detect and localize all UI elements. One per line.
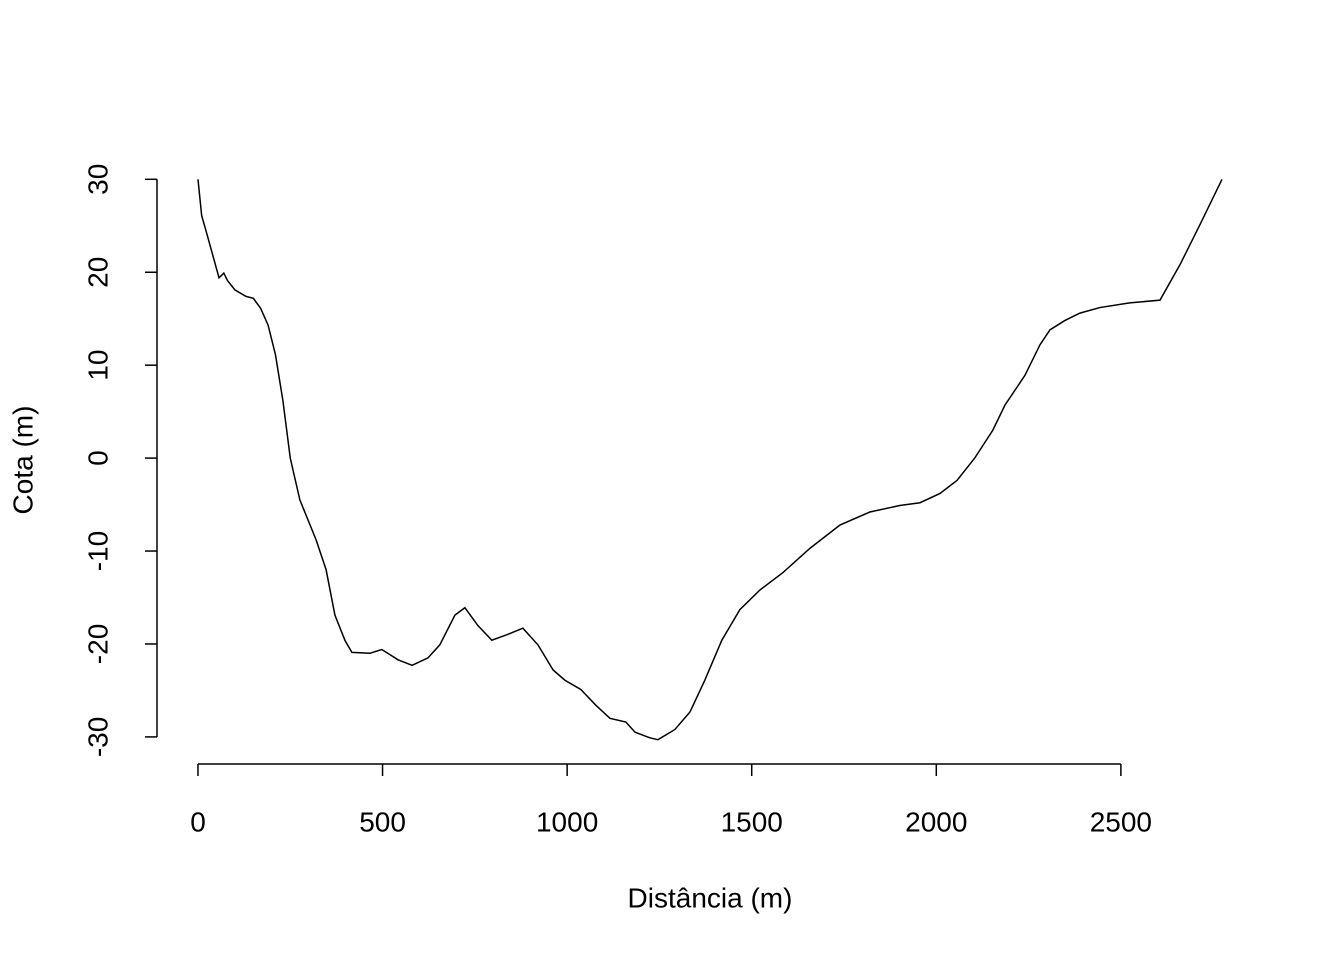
x-tick-label: 1000 xyxy=(536,806,598,837)
y-tick-label: -20 xyxy=(82,624,113,664)
y-tick-label: -30 xyxy=(82,717,113,757)
x-tick-label: 500 xyxy=(359,806,406,837)
y-tick-label: 10 xyxy=(82,350,113,381)
y-tick-label: 30 xyxy=(82,164,113,195)
x-axis-title: Distância (m) xyxy=(628,882,793,913)
x-tick-label: 0 xyxy=(190,806,206,837)
y-axis-title: Cota (m) xyxy=(7,406,38,515)
x-tick-label: 2500 xyxy=(1090,806,1152,837)
x-tick-label: 1500 xyxy=(721,806,783,837)
x-tick-label: 2000 xyxy=(905,806,967,837)
profile-line xyxy=(197,178,1223,741)
y-tick-label: -10 xyxy=(82,531,113,571)
y-tick-label: 0 xyxy=(82,450,113,466)
y-tick-label: 20 xyxy=(82,257,113,288)
